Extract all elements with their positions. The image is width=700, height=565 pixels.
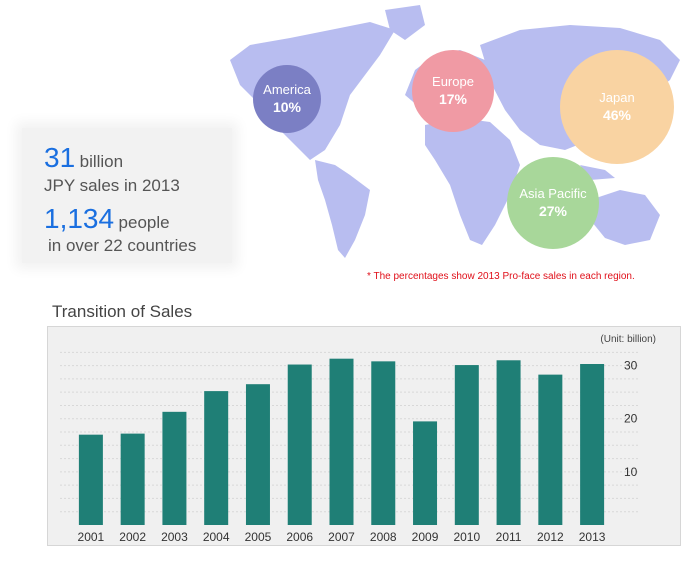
region-percent: 10% [272,99,302,115]
region-name: Europe [432,74,474,89]
x-tick-label: 2008 [370,530,397,544]
y-tick-label: 10 [624,465,638,479]
bar-2013 [580,364,605,525]
y-tick-label: 20 [624,412,638,426]
region-bubble-europe: Europe 17% [412,50,494,132]
x-tick-label: 2004 [203,530,230,544]
chart-panel: (Unit: billion) 2001 2002 2003 2004 2005 2006… [47,326,681,546]
x-tick-label: 2012 [537,530,564,544]
x-tick-label: 2006 [286,530,313,544]
people-description: in over 22 countries [48,236,197,255]
sales-stat: 31 billion [44,142,123,174]
people-value: 1,134 [44,203,115,234]
x-tick-label: 2011 [496,530,522,544]
region-percent: 17% [438,91,468,107]
bar-2002 [120,433,145,525]
bar-2008 [371,361,396,525]
x-tick-label: 2005 [245,530,272,544]
x-tick-label: 2007 [328,530,355,544]
region-bubble-america: America 10% [253,65,321,133]
bar-2001 [78,434,103,525]
people-stat: 1,134 people [44,203,170,235]
bar-2003 [162,411,187,525]
y-tick-label: 30 [624,359,638,373]
bar-2011 [496,360,521,525]
region-name: Japan [599,90,635,105]
unit-label: (Unit: billion) [600,334,656,345]
x-tick-label: 2001 [78,530,105,544]
region-name: Asia Pacific [519,186,587,201]
x-tick-label: 2010 [453,530,480,544]
stats-panel [22,128,232,263]
footnote: * The percentages show 2013 Pro-face sal… [367,271,635,282]
region-name: America [263,82,311,97]
bar-2006 [287,364,312,525]
sales-unit: billion [79,152,124,171]
chart-title: Transition of Sales [52,302,193,321]
bar-2004 [204,391,229,525]
sales-description: JPY sales in 2013 [44,176,180,195]
bar-2009 [413,421,438,525]
x-tick-label: 2013 [579,530,606,544]
region-percent: 27% [538,203,568,219]
bar-2005 [245,384,270,525]
region-percent: 46% [602,107,632,123]
x-tick-label: 2009 [412,530,439,544]
x-tick-label: 2003 [161,530,188,544]
region-bubble-asia-pacific: Asia Pacific 27% [507,157,599,249]
bar-2012 [538,374,563,525]
bar-2007 [329,358,354,525]
sales-bar-chart: (Unit: billion) 2001 2002 2003 2004 2005 2006… [60,334,656,544]
x-tick-label: 2002 [119,530,146,544]
bar-2010 [454,365,479,525]
region-bubble-japan: Japan 46% [560,50,674,164]
sales-value: 31 [44,142,76,173]
people-unit: people [118,213,170,232]
